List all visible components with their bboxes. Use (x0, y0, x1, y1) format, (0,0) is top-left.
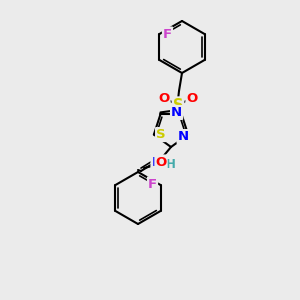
Text: S: S (156, 128, 166, 141)
Text: O: O (186, 92, 198, 106)
Text: F: F (148, 178, 157, 190)
Text: O: O (155, 155, 167, 169)
Text: S: S (173, 98, 183, 112)
Text: N: N (171, 106, 182, 119)
Text: N: N (152, 157, 163, 169)
Text: O: O (158, 92, 169, 106)
Text: F: F (163, 28, 172, 40)
Text: H: H (166, 158, 176, 170)
Text: N: N (178, 130, 189, 143)
